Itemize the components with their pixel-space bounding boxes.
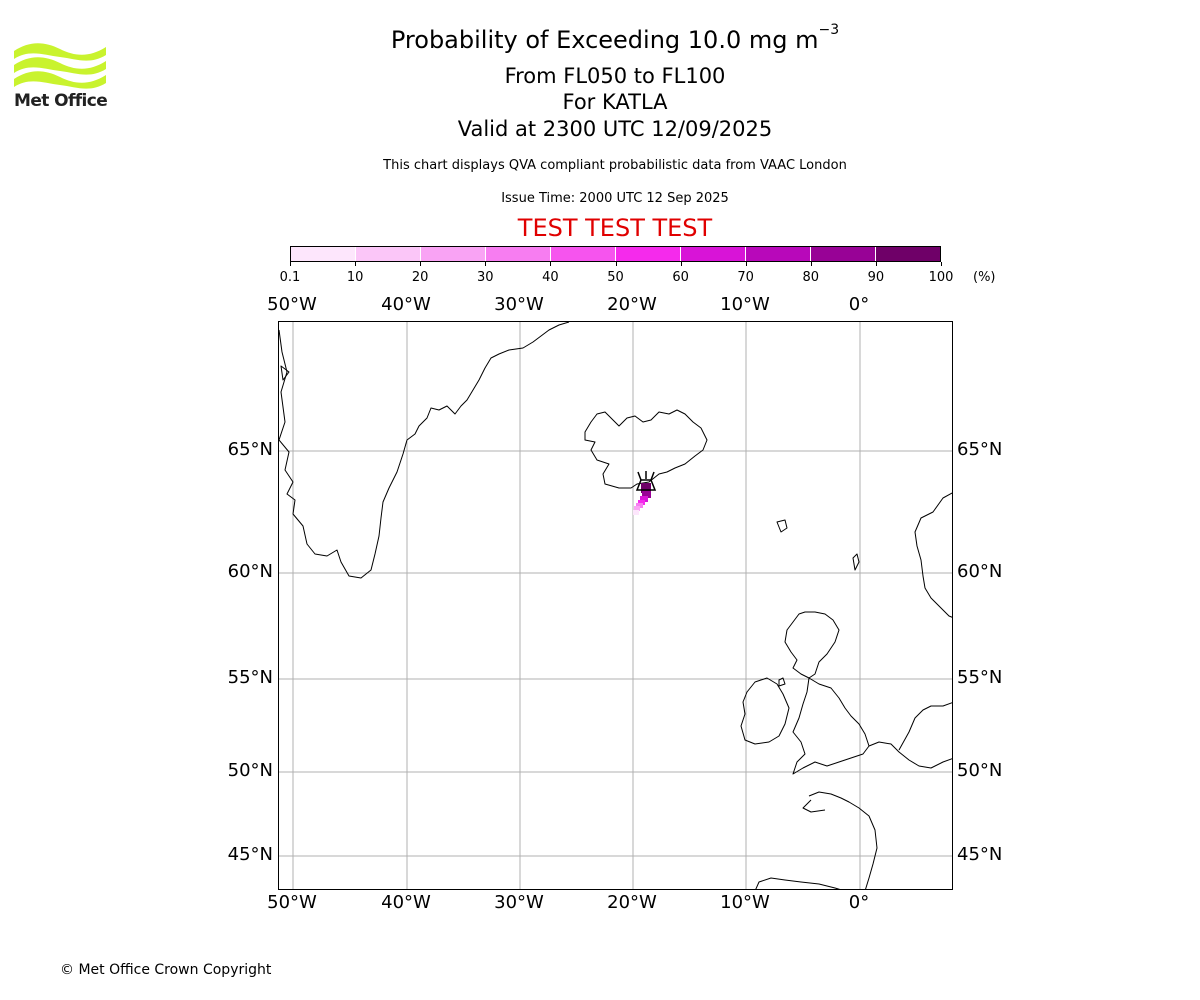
plume-cell bbox=[634, 506, 640, 511]
bottom-longitude-label: 30°W bbox=[494, 892, 544, 913]
shetland bbox=[852, 553, 860, 571]
colorbar-tick-label: 80 bbox=[802, 270, 820, 285]
colorbar-tick-label: 40 bbox=[542, 270, 559, 285]
coastlines bbox=[279, 322, 952, 889]
brittany bbox=[802, 799, 826, 813]
france-coast bbox=[808, 791, 878, 889]
valid-time: Valid at 2300 UTC 12/09/2025 bbox=[457, 117, 773, 141]
continent-coast bbox=[868, 741, 952, 769]
colorbar-segment bbox=[355, 247, 420, 261]
colorbar-tick bbox=[485, 262, 487, 266]
chart-title: Probability of Exceeding 10.0 mg m−3 bbox=[215, 22, 1015, 54]
met-office-logo-icon bbox=[14, 43, 106, 89]
colorbar-tick-label: 0.1 bbox=[279, 270, 301, 285]
colorbar-tick-label: 50 bbox=[607, 270, 624, 285]
netherlands-coast bbox=[898, 702, 952, 751]
colorbar-tick-label: 70 bbox=[737, 270, 754, 285]
plume-cell bbox=[640, 496, 648, 502]
scotland bbox=[784, 611, 840, 679]
colorbar-tick-label: 60 bbox=[672, 270, 689, 285]
volcano-name: For KATLA bbox=[562, 90, 668, 114]
bottom-longitude-label: 10°W bbox=[720, 892, 770, 913]
ash-plume bbox=[633, 483, 651, 515]
bottom-longitude-label: 20°W bbox=[607, 892, 657, 913]
right-latitude-label: 65°N bbox=[957, 439, 1003, 460]
colorbar-unit: (%) bbox=[973, 270, 996, 285]
top-longitude-label: 0° bbox=[848, 294, 870, 315]
level-range: From FL050 to FL100 bbox=[504, 64, 726, 88]
colorbar-tick bbox=[810, 262, 812, 266]
right-latitude-label: 45°N bbox=[957, 844, 1003, 865]
map-svg bbox=[279, 322, 952, 889]
greenland-coast bbox=[279, 322, 570, 579]
left-latitude-label: 55°N bbox=[227, 667, 273, 688]
faroe-islands bbox=[776, 519, 788, 533]
chart-title-exponent: −3 bbox=[818, 22, 840, 38]
norway-coast bbox=[914, 492, 952, 618]
colorbar-tick bbox=[290, 262, 291, 266]
bottom-longitude-label: 40°W bbox=[381, 892, 431, 913]
left-latitude-label: 50°N bbox=[227, 760, 273, 781]
top-longitude-label: 50°W bbox=[267, 294, 317, 315]
ireland bbox=[740, 677, 790, 745]
chart-title-main: Probability of Exceeding 10.0 mg m bbox=[390, 26, 819, 54]
colorbar-tick bbox=[745, 262, 747, 266]
map-panel bbox=[278, 321, 953, 890]
right-latitude-label: 60°N bbox=[957, 561, 1003, 582]
plume-cell bbox=[638, 500, 645, 505]
copyright-notice: © Met Office Crown Copyright bbox=[60, 962, 272, 978]
left-latitude-label: 60°N bbox=[227, 561, 273, 582]
colorbar-tick bbox=[550, 262, 552, 266]
colorbar-tick bbox=[941, 262, 942, 266]
colorbar-segment bbox=[810, 247, 875, 261]
right-latitude-label: 50°N bbox=[957, 760, 1003, 781]
colorbar-segment bbox=[680, 247, 745, 261]
colorbar-segment bbox=[485, 247, 550, 261]
iceland-coast bbox=[584, 409, 708, 489]
plume-cell bbox=[633, 510, 639, 515]
colorbar-segment bbox=[745, 247, 810, 261]
colorbar-tick-label: 30 bbox=[477, 270, 494, 285]
top-longitude-label: 30°W bbox=[494, 294, 544, 315]
colorbar-segment bbox=[615, 247, 680, 261]
lake-island bbox=[778, 677, 786, 687]
colorbar-segment bbox=[291, 247, 355, 261]
colorbar-segment bbox=[875, 247, 940, 261]
colorbar-tick-label: 90 bbox=[867, 270, 885, 285]
logo-wave-2 bbox=[14, 57, 106, 75]
probability-colorbar bbox=[290, 246, 941, 262]
issue-time: Issue Time: 2000 UTC 12 Sep 2025 bbox=[501, 191, 729, 206]
volcano-icon bbox=[635, 471, 657, 491]
colorbar-tick-label: 100 bbox=[928, 270, 954, 285]
logo-text: Met Office bbox=[14, 91, 108, 111]
logo-wave-3 bbox=[14, 71, 106, 89]
england-wales bbox=[792, 677, 870, 775]
bottom-longitude-label: 50°W bbox=[267, 892, 317, 913]
colorbar-tick bbox=[615, 262, 617, 266]
bottom-longitude-label: 0° bbox=[848, 892, 870, 913]
top-longitude-label: 40°W bbox=[381, 294, 431, 315]
right-latitude-label: 55°N bbox=[957, 667, 1003, 688]
colorbar-tick bbox=[875, 262, 877, 266]
colorbar-tick bbox=[680, 262, 682, 266]
left-latitude-label: 65°N bbox=[227, 439, 273, 460]
plume-cell bbox=[636, 503, 643, 508]
graticule bbox=[279, 322, 952, 889]
top-longitude-label: 10°W bbox=[720, 294, 770, 315]
plume-cell bbox=[642, 491, 651, 498]
test-banner: TEST TEST TEST bbox=[517, 214, 713, 242]
colorbar-segment bbox=[420, 247, 485, 261]
colorbar-tick-label: 20 bbox=[411, 270, 429, 285]
chart-description: This chart displays QVA compliant probab… bbox=[383, 158, 847, 173]
left-latitude-label: 45°N bbox=[227, 844, 273, 865]
logo-wave-1 bbox=[14, 43, 106, 61]
top-longitude-label: 20°W bbox=[607, 294, 657, 315]
spain-north bbox=[755, 877, 841, 889]
plume-cell bbox=[641, 483, 651, 493]
greenland-island bbox=[280, 365, 290, 381]
colorbar-tick bbox=[355, 262, 357, 266]
colorbar-tick bbox=[420, 262, 422, 266]
colorbar-tick-label: 10 bbox=[346, 270, 364, 285]
colorbar-segment bbox=[550, 247, 615, 261]
